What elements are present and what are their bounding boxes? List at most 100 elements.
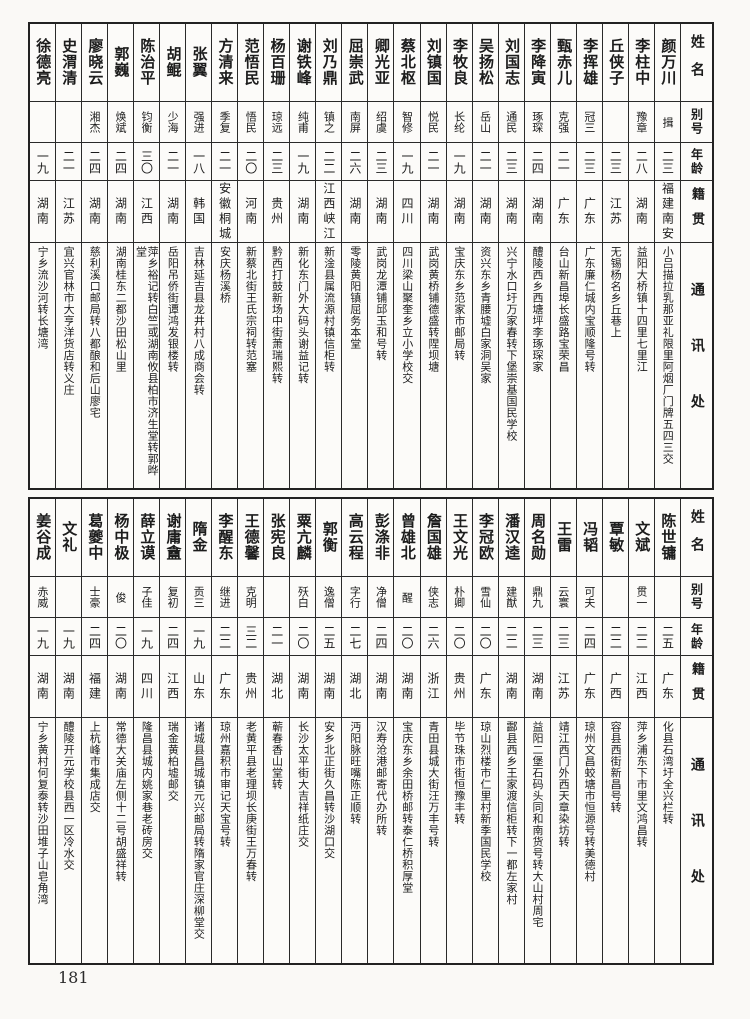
person-column: 文斌 贯一 二二 江西 萍乡浦东下市里文鸿昌转 <box>627 499 654 963</box>
person-age: 二二 <box>217 624 232 649</box>
person-alias: 钧衡 <box>140 111 154 134</box>
person-contact: 安庆杨溪桥 <box>218 246 232 304</box>
person-name: 粟亢麟 <box>294 513 313 562</box>
header-alias: 别号 <box>681 577 712 619</box>
person-native-place: 湖南 <box>87 196 102 227</box>
person-age: 二三 <box>530 624 545 649</box>
person-name: 文礼 <box>60 521 79 554</box>
person-native-place: 河南 <box>243 196 258 227</box>
person-column: 谢铁峰 纯甫 一九 湖南 新化东门外大码头谢益记转 <box>289 24 316 488</box>
person-alias: 强进 <box>192 111 206 134</box>
person-name: 李冠欧 <box>477 513 496 562</box>
person-name: 薛立谟 <box>138 513 157 562</box>
person-alias: 克强 <box>556 111 570 134</box>
person-age: 二四 <box>530 149 545 174</box>
person-column: 李醒东 继进 二二 广东 琼州嘉积市审记天宝号转 <box>211 499 238 963</box>
person-native-place: 江西 <box>165 671 180 702</box>
person-native-place: 湖南 <box>400 671 414 702</box>
header-native-place: 籍贯 <box>681 656 712 719</box>
person-age: 一九 <box>191 624 206 649</box>
person-column: 陈世镛 二五 广东 化县石湾圩全兴栏转 <box>653 499 680 963</box>
header-native-place: 籍贯 <box>681 181 712 244</box>
person-age: 一九 <box>400 149 414 174</box>
person-alias: 冠三 <box>582 111 596 134</box>
person-name: 李降寅 <box>529 38 548 87</box>
person-contact: 醴陵开元学校县西一区冷水交 <box>62 721 76 871</box>
header-age: 年龄 <box>681 618 712 657</box>
person-name: 周名勋 <box>529 513 548 562</box>
person-alias: 琢琛 <box>530 111 544 134</box>
person-native-place: 广东 <box>582 671 597 702</box>
person-contact: 宝庆东乡范家市邮局转 <box>452 246 466 362</box>
header-alias: 别号 <box>681 102 712 144</box>
person-contact: 岳阳吊侨街谭鸿发银楼转 <box>166 246 180 373</box>
person-column: 刘镇国 悦民 二一 湖南 武岗黄桥铺德盛转陧坝塘 <box>419 24 446 488</box>
person-alias: 子佳 <box>140 586 154 609</box>
person-age: 二二 <box>504 624 519 649</box>
person-contact: 萍乡浦东下市里文鸿昌转 <box>635 721 649 848</box>
person-native-place: 江西 <box>634 671 649 702</box>
person-contact: 瑞金黄柏墟邮交 <box>166 721 180 802</box>
person-column: 胡鲲 少海 二一 湖南 岳阳吊侨街谭鸿发银楼转 <box>159 24 186 488</box>
person-name: 隋金 <box>190 521 209 554</box>
person-native-place: 湖南 <box>373 671 388 702</box>
person-alias: 豫章 <box>634 111 648 134</box>
person-native-place: 湖南 <box>61 671 76 702</box>
page-number: 181 <box>58 968 89 987</box>
person-column: 史渭清 二一 江苏 宜兴官林市大亨洋货店转义庄 <box>54 24 81 488</box>
person-age: 二八 <box>634 149 649 174</box>
person-column: 杨中极 俊 二〇 湖南 常德大关庙左侧十二号胡盛祥转 <box>106 499 134 963</box>
person-native-place: 四川 <box>400 196 414 227</box>
person-alias: 醒 <box>400 591 414 603</box>
person-contact: 毕节珠市街恒豫丰转 <box>452 721 466 825</box>
person-name: 王德馨 <box>242 513 261 562</box>
person-contact: 新化东门外大码头谢益记转 <box>296 246 310 385</box>
person-age: 二一 <box>217 149 232 174</box>
person-alias: 建猷 <box>504 586 518 609</box>
person-name: 张宪良 <box>268 513 287 562</box>
person-name: 詹国雄 <box>424 513 443 562</box>
person-alias: 鼎九 <box>530 586 544 609</box>
person-column: 丘侠子 二三 江苏 无锡杨名乡丘巷上 <box>601 24 628 488</box>
person-name: 姜谷成 <box>34 513 53 562</box>
person-native-place: 湖南 <box>295 196 310 227</box>
person-contact: 靖江西门外西天章染坊转 <box>557 721 571 848</box>
person-alias: 通民 <box>504 111 518 134</box>
person-native-place: 江苏 <box>61 196 76 227</box>
person-native-place: 广东 <box>217 671 232 702</box>
person-contact: 黔西打鼓新场中街萧瑞熙转 <box>270 246 284 385</box>
person-native-place: 江苏 <box>556 671 571 702</box>
person-contact: 零陵黄阳镇屈务本堂 <box>348 246 362 350</box>
person-column: 周名勋 鼎九 二三 湖南 益阳二堡石码头同和南货号转大山村周宅 <box>523 499 550 963</box>
person-alias: 赤威 <box>35 586 49 609</box>
person-native-place: 贵州 <box>452 671 467 702</box>
person-column: 王文光 朴卿 二〇 贵州 毕节珠市街恒豫丰转 <box>445 499 472 963</box>
person-name: 李牧良 <box>450 38 469 87</box>
person-contact: 长沙太平街大吉祥纸庄交 <box>296 721 310 848</box>
person-name: 郭巍 <box>112 46 131 79</box>
person-alias: 季复 <box>218 111 232 134</box>
person-alias: 焕斌 <box>113 111 127 134</box>
person-column: 高云程 字行 二七 湖北 沔阳脉旺嘴陈正顺转 <box>341 499 368 963</box>
person-age: 三二 <box>243 624 258 649</box>
person-native-place: 福建南安 <box>660 181 675 242</box>
person-contact: 醴陵西乡西塘坪李琢琛家 <box>531 246 545 373</box>
person-column: 王雷 云寰 二三 江苏 靖江西门外西天章染坊转 <box>549 499 576 963</box>
person-contact: 宝庆东乡余田桥邮转泰仁桥积厚堂 <box>400 721 414 894</box>
person-contact: 容县西街新昌号转 <box>609 721 623 814</box>
person-age: 二二 <box>634 624 649 649</box>
person-column: 范悟民 悟民 二〇 河南 新蔡北街王氏宗祠转范塞 <box>237 24 264 488</box>
person-native-place: 湖南 <box>113 671 128 702</box>
person-age: 二二 <box>321 149 336 174</box>
person-age: 二一 <box>478 149 493 174</box>
person-name: 彭涤非 <box>372 513 391 562</box>
person-contact: 慈利溪口邮局转八都酿和后山廖宅 <box>88 246 102 419</box>
person-name: 曾雄北 <box>398 513 417 562</box>
person-native-place: 广东 <box>660 671 675 702</box>
person-contact: 湖南桂东二都沙田松山里 <box>114 246 128 373</box>
person-native-place: 湖南 <box>634 196 649 227</box>
person-column: 李柱中 豫章 二八 湖南 益阳大桥镇十四里七里江 <box>627 24 654 488</box>
person-column: 方清来 季复 二一 安徽桐城 安庆杨溪桥 <box>211 24 238 488</box>
person-age: 二〇 <box>478 624 493 649</box>
